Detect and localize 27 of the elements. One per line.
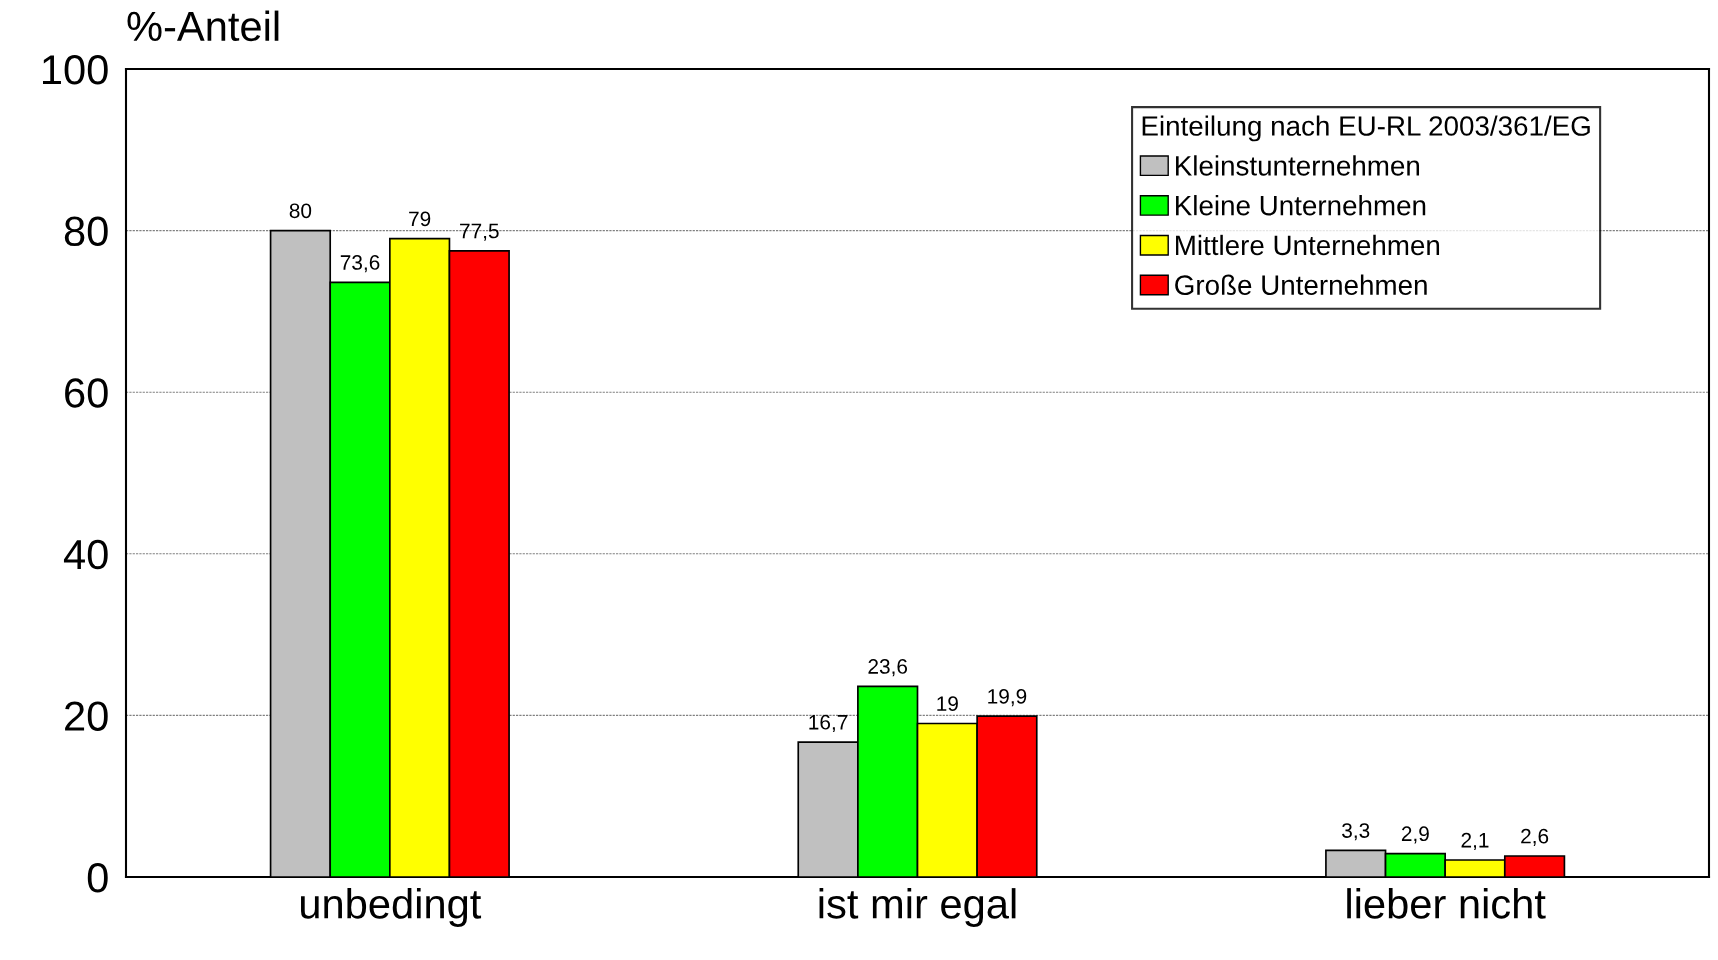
data-label: 80 [289, 203, 312, 219]
data-label: 77,5 [460, 223, 499, 241]
legend-label: Mittlere Unternehmen [1176, 234, 1440, 256]
x-tick-label: ist mir egal [819, 888, 1016, 927]
x-tick-label: unbedingt [301, 888, 482, 927]
legend-label: Kleinstunternehmen [1176, 155, 1420, 176]
y-tick-label: 0 [87, 863, 108, 893]
legend-label: Große Unternehmen [1175, 274, 1427, 295]
data-label: 2,9 [1401, 826, 1429, 844]
data-label: 16,7 [809, 714, 848, 733]
y-axis-title: %-Anteil [127, 10, 279, 42]
legend-label: Kleine Unternehmen [1176, 195, 1426, 216]
data-label: 23,6 [868, 659, 908, 677]
data-label: 2,1 [1461, 832, 1489, 851]
legend-title: Einteilung nach EU-RL 2003/361/EG [1142, 115, 1590, 142]
data-label: 73,6 [340, 255, 380, 273]
data-label: 19 [937, 696, 958, 712]
x-tick-label: lieber nicht [1347, 888, 1546, 919]
y-tick-label: 20 [65, 701, 108, 731]
data-label: 3,3 [1342, 823, 1370, 841]
y-tick-label: 100 [43, 55, 108, 85]
y-tick-label: 80 [64, 216, 108, 247]
y-tick-label: 40 [63, 539, 108, 570]
data-label: 2,6 [1521, 828, 1549, 846]
data-label: 19,9 [988, 689, 1027, 707]
data-label: 79 [409, 211, 431, 227]
y-tick-label: 60 [65, 378, 108, 408]
